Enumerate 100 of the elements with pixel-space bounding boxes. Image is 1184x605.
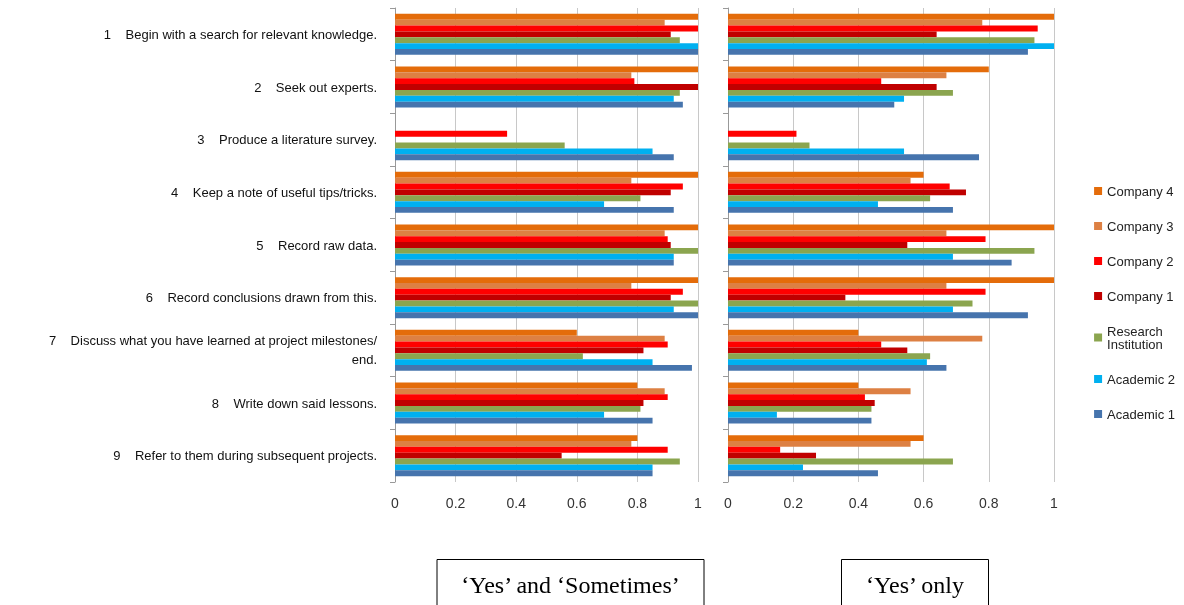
bar xyxy=(728,441,911,447)
bar xyxy=(728,89,953,96)
bar xyxy=(728,335,983,342)
bar xyxy=(728,452,817,459)
bar xyxy=(728,95,905,102)
bar xyxy=(395,171,698,178)
bar xyxy=(728,236,986,243)
text: ‘Yes’ and ‘Sometimes’ xyxy=(461,572,680,598)
legend-label: Academic 1 xyxy=(1107,406,1175,422)
bar xyxy=(395,294,671,301)
x-tick-label: 0 xyxy=(724,495,733,511)
bar xyxy=(395,230,665,237)
bar xyxy=(728,365,947,371)
bar xyxy=(395,195,641,202)
y-tick-label: 5 Record raw data. xyxy=(256,237,377,253)
bar xyxy=(728,49,1028,55)
x-tick-label: 0.4 xyxy=(506,495,527,511)
bar xyxy=(728,277,1054,283)
bar xyxy=(395,359,653,365)
bar xyxy=(395,452,562,459)
x-tick-label: 1 xyxy=(1050,495,1059,511)
bar xyxy=(395,101,683,108)
bar xyxy=(728,382,859,389)
bar xyxy=(728,78,882,85)
bar xyxy=(728,19,983,26)
bar xyxy=(395,382,638,389)
bar xyxy=(728,242,908,248)
bar xyxy=(728,247,1035,254)
bar xyxy=(728,43,1054,49)
bar xyxy=(728,253,953,260)
bar xyxy=(395,201,605,207)
bar xyxy=(395,394,668,401)
bar xyxy=(395,207,674,213)
bar xyxy=(728,306,953,313)
bar xyxy=(395,236,668,243)
bar xyxy=(395,464,653,471)
bar xyxy=(728,400,875,406)
bar xyxy=(395,242,671,248)
bar xyxy=(728,259,1012,266)
bar xyxy=(728,283,947,289)
x-tick-label: 0.2 xyxy=(445,495,466,511)
bar xyxy=(395,411,605,418)
bar xyxy=(728,189,966,196)
bar xyxy=(395,288,683,295)
bar xyxy=(395,253,674,260)
bar xyxy=(728,201,878,207)
bar xyxy=(728,130,797,137)
bar xyxy=(728,177,911,184)
bar xyxy=(395,130,508,137)
bar xyxy=(395,31,671,38)
bar xyxy=(728,411,777,418)
bar xyxy=(395,72,632,79)
bar xyxy=(395,277,698,283)
bar xyxy=(728,171,924,178)
y-tick-label: 7 Discuss what you have learned at project milestones/end. xyxy=(48,333,378,368)
legend-label: Company 1 xyxy=(1107,288,1174,304)
x-tick-label: 0.8 xyxy=(979,495,999,511)
bar xyxy=(395,49,698,55)
bar xyxy=(728,294,846,301)
y-tick-label: 1 Begin with a search for relevant knowledge. xyxy=(103,26,377,42)
bar xyxy=(395,224,698,231)
x-tick-label: 0.8 xyxy=(627,495,648,511)
bar xyxy=(728,13,1054,20)
bar xyxy=(395,66,698,73)
bar xyxy=(728,464,803,471)
bar xyxy=(395,283,632,289)
bar xyxy=(728,347,908,354)
y-tick-label: 3 Produce a literature survey. xyxy=(197,132,377,148)
bar xyxy=(728,31,937,38)
bar xyxy=(728,312,1028,319)
bar xyxy=(395,259,674,266)
bar xyxy=(728,72,947,79)
bar xyxy=(395,446,668,453)
bar xyxy=(728,84,937,90)
bar xyxy=(728,446,781,453)
bar xyxy=(728,154,980,161)
bar xyxy=(395,347,644,354)
bar xyxy=(395,405,641,412)
legend-label: Company 3 xyxy=(1107,218,1174,234)
bar xyxy=(728,353,931,360)
bar xyxy=(395,247,698,254)
bar xyxy=(395,95,674,102)
bar xyxy=(395,353,583,360)
x-tick-label: 0 xyxy=(391,495,400,511)
bar xyxy=(395,441,632,447)
bar xyxy=(728,435,924,441)
bar xyxy=(395,365,692,371)
legend-label: Company 4 xyxy=(1107,183,1174,199)
bar xyxy=(728,37,1035,44)
bar xyxy=(395,329,577,336)
y-tick-label: 9 Refer to them during subsequent projects. xyxy=(113,448,377,464)
bar xyxy=(395,435,638,441)
bar xyxy=(728,148,905,155)
bar xyxy=(728,224,1054,231)
legend-label: Research Institution xyxy=(1107,323,1167,352)
bar xyxy=(728,101,895,108)
bar xyxy=(395,400,644,406)
bar xyxy=(728,470,878,477)
text: ‘Yes’ only xyxy=(866,572,964,598)
bar xyxy=(728,288,986,295)
